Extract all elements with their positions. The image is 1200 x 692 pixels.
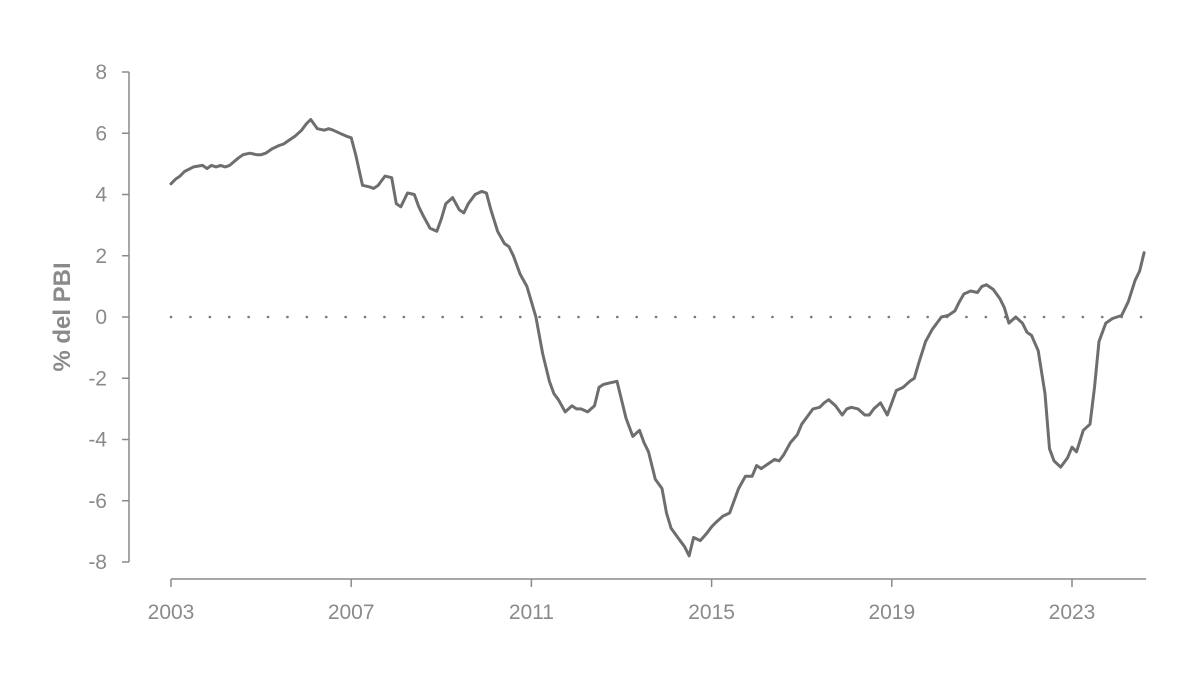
y-tick-label: -8 — [88, 551, 107, 574]
y-tick-label: -4 — [88, 429, 107, 452]
y-tick-label: 8 — [95, 61, 107, 84]
x-tick-label: 2015 — [688, 601, 735, 624]
x-tick-label: 2003 — [148, 601, 195, 624]
y-axis-title: % del PBI — [49, 262, 76, 371]
y-tick-label: 2 — [95, 245, 107, 268]
x-axis: 2003 2007 2011 2015 2019 2023 — [148, 578, 1147, 624]
x-tick-label: 2007 — [328, 601, 375, 624]
x-tick-label: 2019 — [868, 601, 915, 624]
y-axis: 8 6 4 2 0 -2 -4 -6 -8 — [88, 61, 130, 574]
y-tick-label: 0 — [95, 306, 107, 329]
y-tick-label: 4 — [95, 184, 107, 207]
y-tick-label: -6 — [88, 490, 107, 513]
y-tick-label: 6 — [95, 122, 107, 145]
y-tick-label: -2 — [88, 367, 107, 390]
x-tick-label: 2023 — [1049, 601, 1096, 624]
series-line — [169, 118, 1146, 558]
x-tick-label: 2011 — [509, 601, 554, 624]
